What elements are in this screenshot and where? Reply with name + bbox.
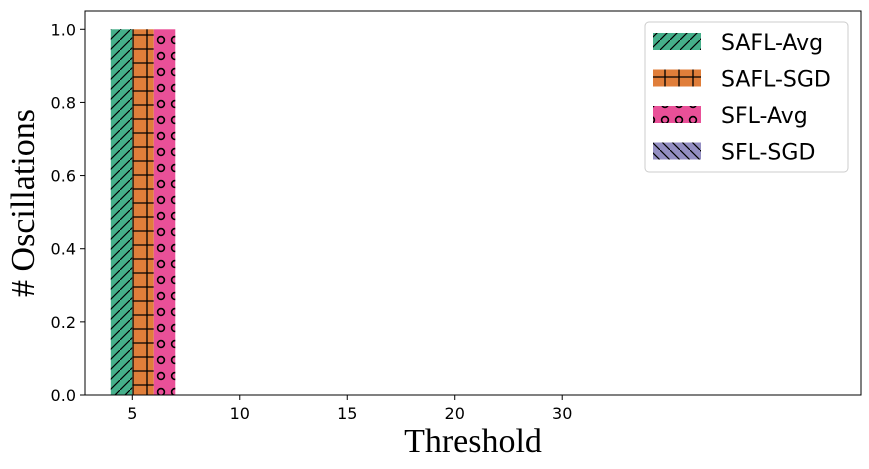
x-tick-label: 15 — [337, 404, 357, 423]
legend-label: SFL-SGD — [721, 141, 815, 166]
axes-layer: 0.0 0.2 0.4 0.6 0.8 1.0 5 10 15 20 30 Threshold # Os… — [5, 10, 862, 460]
bar-safl-sgd-0 — [132, 29, 154, 396]
legend-label: SAFL-SGD — [721, 68, 831, 93]
x-tick-label: 10 — [230, 404, 250, 423]
plot-frame — [84, 10, 862, 396]
legend: SAFL-Avg SAFL-SGD SFL-Avg SFL-SGD — [644, 21, 849, 173]
x-tick-label: 5 — [127, 404, 137, 423]
legend-item-safl-sgd: SAFL-SGD — [653, 68, 831, 93]
legend-item-sfl-avg: SFL-Avg — [653, 104, 808, 129]
x-tick-label: 20 — [445, 404, 465, 423]
legend-label: SFL-Avg — [721, 104, 808, 129]
x-axis-label: Threshold — [404, 423, 542, 460]
y-axis-label: # Oscillations — [5, 109, 42, 297]
y-tick-label: 0.6 — [51, 167, 76, 186]
legend-label: SAFL-Avg — [721, 31, 823, 56]
y-tick-label: 1.0 — [51, 20, 76, 39]
legend-item-sfl-sgd: SFL-SGD — [653, 141, 815, 166]
bar-sfl-avg-0 — [153, 29, 176, 396]
legend-item-safl-avg: SAFL-Avg — [653, 31, 823, 56]
y-tick-label: 0.0 — [51, 386, 76, 405]
legend-frame — [644, 21, 849, 173]
y-tick-label: 0.2 — [51, 313, 76, 332]
y-tick-label: 0.8 — [51, 93, 76, 112]
bars-layer — [110, 29, 176, 396]
bar-safl-avg-0 — [110, 29, 133, 396]
y-tick-label: 0.4 — [51, 240, 76, 259]
x-tick-label: 30 — [552, 404, 572, 423]
